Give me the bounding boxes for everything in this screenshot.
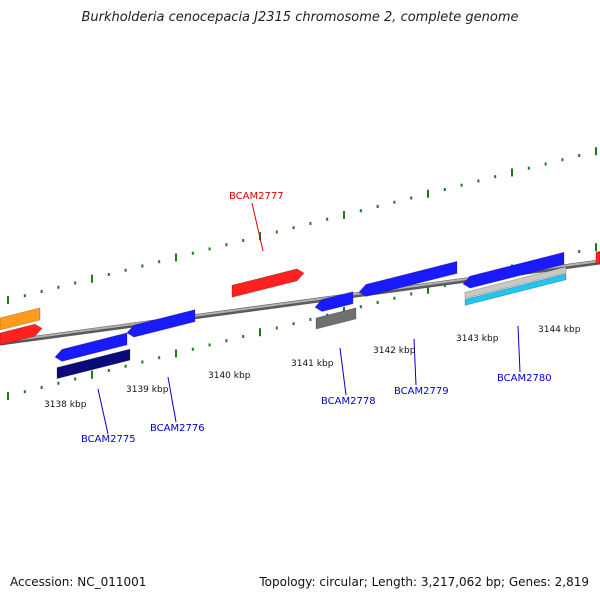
label-leader-lines bbox=[97, 202, 521, 435]
gene-label: BCAM2779 bbox=[394, 386, 449, 397]
feature-track bbox=[0, 250, 600, 380]
leader-line bbox=[167, 376, 177, 423]
accession-text: Accession: NC_011001 bbox=[10, 575, 147, 589]
dark-feature-bcam2775 bbox=[56, 348, 131, 380]
gene-label: BCAM2777 bbox=[229, 191, 284, 202]
forward-gene-left-edge bbox=[0, 323, 43, 346]
gene-label: BCAM2776 bbox=[150, 423, 205, 434]
orange-feature-left bbox=[0, 307, 41, 331]
scale-label: 3139 kbp bbox=[126, 385, 169, 395]
scale-label: 3138 kbp bbox=[44, 400, 87, 410]
leader-line bbox=[517, 325, 521, 373]
gray-feature-bcam2778 bbox=[315, 307, 357, 330]
leader-line bbox=[413, 338, 417, 386]
label-layer: 3138 kbp 3139 kbp 3140 kbp 3141 kbp 3142 kbp… bbox=[44, 191, 581, 445]
leader-line bbox=[339, 347, 347, 396]
forward-gene-right-edge bbox=[595, 250, 600, 265]
gene-bcam2778-arrow bbox=[314, 291, 354, 312]
scale-label: 3143 kbp bbox=[456, 334, 499, 344]
scale-label: 3142 kbp bbox=[373, 346, 416, 356]
scale-label: 3140 kbp bbox=[208, 371, 251, 381]
leader-line bbox=[251, 202, 264, 252]
scale-label: 3144 kbp bbox=[538, 325, 581, 335]
gene-bcam2779-arrow bbox=[358, 260, 458, 297]
gene-bcam2776-arrow bbox=[126, 309, 196, 338]
outer-tick-ring bbox=[7, 147, 597, 304]
gene-bcam2775-arrow bbox=[54, 332, 128, 362]
map-title: Burkholderia cenocepacia J2315 chromosom… bbox=[81, 10, 519, 25]
light-gray-feature-bcam2780 bbox=[464, 266, 567, 299]
gene-label: BCAM2775 bbox=[81, 434, 136, 445]
leader-line bbox=[97, 388, 109, 435]
genome-stats-text: Topology: circular; Length: 3,217,062 bp… bbox=[259, 575, 589, 589]
scale-label: 3141 kbp bbox=[291, 359, 334, 369]
cyan-feature-bcam2780 bbox=[464, 273, 567, 306]
gene-bcam2780-arrow bbox=[462, 251, 565, 289]
gene-bcam2777-arrow bbox=[231, 268, 305, 298]
gene-label: BCAM2778 bbox=[321, 396, 376, 407]
gene-label: BCAM2780 bbox=[497, 373, 552, 384]
